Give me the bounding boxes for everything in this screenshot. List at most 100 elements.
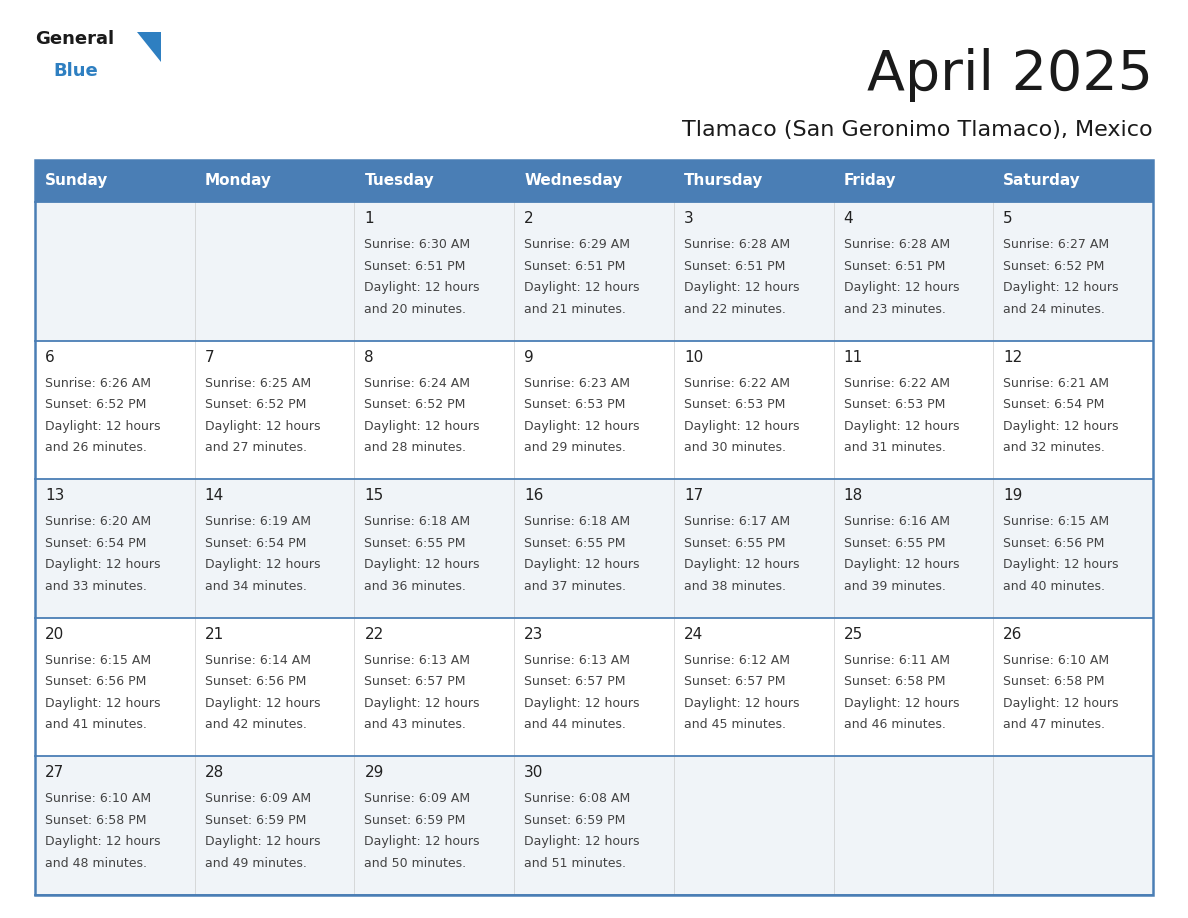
Text: Sunrise: 6:29 AM: Sunrise: 6:29 AM [524,238,630,251]
Text: Daylight: 12 hours: Daylight: 12 hours [45,835,160,848]
Text: and 50 minutes.: and 50 minutes. [365,856,467,870]
Text: Daylight: 12 hours: Daylight: 12 hours [684,697,800,710]
Text: Daylight: 12 hours: Daylight: 12 hours [204,835,321,848]
Text: and 33 minutes.: and 33 minutes. [45,579,147,593]
Text: and 26 minutes.: and 26 minutes. [45,442,147,454]
Text: and 48 minutes.: and 48 minutes. [45,856,147,870]
Text: 15: 15 [365,488,384,503]
Text: and 29 minutes.: and 29 minutes. [524,442,626,454]
Text: 4: 4 [843,211,853,226]
Text: and 38 minutes.: and 38 minutes. [684,579,785,593]
Text: Sunrise: 6:24 AM: Sunrise: 6:24 AM [365,376,470,389]
Text: and 27 minutes.: and 27 minutes. [204,442,307,454]
Text: Sunrise: 6:23 AM: Sunrise: 6:23 AM [524,376,630,389]
Text: Monday: Monday [204,174,272,188]
Text: and 31 minutes.: and 31 minutes. [843,442,946,454]
Text: Sunset: 6:56 PM: Sunset: 6:56 PM [204,676,307,688]
Text: Sunset: 6:57 PM: Sunset: 6:57 PM [365,676,466,688]
Text: Sunset: 6:56 PM: Sunset: 6:56 PM [45,676,146,688]
Text: April 2025: April 2025 [867,48,1154,102]
Text: Sunrise: 6:16 AM: Sunrise: 6:16 AM [843,515,949,528]
Text: Daylight: 12 hours: Daylight: 12 hours [45,697,160,710]
Text: Sunset: 6:54 PM: Sunset: 6:54 PM [204,537,307,550]
Text: Thursday: Thursday [684,174,763,188]
Text: Sunrise: 6:09 AM: Sunrise: 6:09 AM [204,792,311,805]
Polygon shape [137,32,162,62]
Text: Sunset: 6:54 PM: Sunset: 6:54 PM [45,537,146,550]
Text: Sunrise: 6:26 AM: Sunrise: 6:26 AM [45,376,151,389]
Text: Sunrise: 6:22 AM: Sunrise: 6:22 AM [684,376,790,389]
Text: Sunset: 6:55 PM: Sunset: 6:55 PM [843,537,946,550]
Text: Daylight: 12 hours: Daylight: 12 hours [45,420,160,432]
Text: Sunrise: 6:20 AM: Sunrise: 6:20 AM [45,515,151,528]
Text: Sunrise: 6:19 AM: Sunrise: 6:19 AM [204,515,311,528]
Text: and 42 minutes.: and 42 minutes. [204,718,307,732]
Text: Tuesday: Tuesday [365,174,434,188]
Text: 3: 3 [684,211,694,226]
Text: Sunrise: 6:10 AM: Sunrise: 6:10 AM [1004,654,1110,666]
Text: and 45 minutes.: and 45 minutes. [684,718,785,732]
Text: Daylight: 12 hours: Daylight: 12 hours [684,281,800,294]
Text: Sunset: 6:55 PM: Sunset: 6:55 PM [684,537,785,550]
Text: Sunset: 6:59 PM: Sunset: 6:59 PM [365,814,466,827]
Text: Daylight: 12 hours: Daylight: 12 hours [524,281,639,294]
Text: Sunset: 6:52 PM: Sunset: 6:52 PM [204,398,307,411]
Text: Sunrise: 6:15 AM: Sunrise: 6:15 AM [1004,515,1110,528]
Text: Sunrise: 6:17 AM: Sunrise: 6:17 AM [684,515,790,528]
Text: Sunrise: 6:10 AM: Sunrise: 6:10 AM [45,792,151,805]
Text: Daylight: 12 hours: Daylight: 12 hours [365,281,480,294]
Bar [34,756,1154,895]
Text: Sunset: 6:53 PM: Sunset: 6:53 PM [684,398,785,411]
Text: Daylight: 12 hours: Daylight: 12 hours [1004,697,1119,710]
Text: Sunrise: 6:22 AM: Sunrise: 6:22 AM [843,376,949,389]
Text: Sunset: 6:57 PM: Sunset: 6:57 PM [684,676,785,688]
Text: and 39 minutes.: and 39 minutes. [843,579,946,593]
Bar [34,341,1154,479]
Text: Sunrise: 6:27 AM: Sunrise: 6:27 AM [1004,238,1110,251]
Text: Daylight: 12 hours: Daylight: 12 hours [365,835,480,848]
Text: and 28 minutes.: and 28 minutes. [365,442,467,454]
Text: 28: 28 [204,766,225,780]
Text: Sunset: 6:52 PM: Sunset: 6:52 PM [365,398,466,411]
Text: Sunrise: 6:25 AM: Sunrise: 6:25 AM [204,376,311,389]
Text: Sunrise: 6:15 AM: Sunrise: 6:15 AM [45,654,151,666]
Text: Wednesday: Wednesday [524,174,623,188]
Text: Sunset: 6:55 PM: Sunset: 6:55 PM [524,537,626,550]
Text: 17: 17 [684,488,703,503]
Text: Daylight: 12 hours: Daylight: 12 hours [843,558,959,571]
Text: 20: 20 [45,627,64,642]
Text: Sunset: 6:51 PM: Sunset: 6:51 PM [524,260,626,273]
Text: 25: 25 [843,627,862,642]
Text: and 32 minutes.: and 32 minutes. [1004,442,1105,454]
Text: and 44 minutes.: and 44 minutes. [524,718,626,732]
Text: 11: 11 [843,350,862,364]
Text: 24: 24 [684,627,703,642]
Text: Sunset: 6:52 PM: Sunset: 6:52 PM [45,398,146,411]
Text: and 30 minutes.: and 30 minutes. [684,442,785,454]
Text: Sunset: 6:51 PM: Sunset: 6:51 PM [365,260,466,273]
Text: Daylight: 12 hours: Daylight: 12 hours [204,697,321,710]
Text: 6: 6 [45,350,55,364]
Text: Sunset: 6:56 PM: Sunset: 6:56 PM [1004,537,1105,550]
Text: and 22 minutes.: and 22 minutes. [684,303,785,316]
Text: Daylight: 12 hours: Daylight: 12 hours [843,281,959,294]
Text: 29: 29 [365,766,384,780]
Text: Daylight: 12 hours: Daylight: 12 hours [1004,558,1119,571]
Text: Daylight: 12 hours: Daylight: 12 hours [365,697,480,710]
Text: and 41 minutes.: and 41 minutes. [45,718,147,732]
Text: Sunrise: 6:30 AM: Sunrise: 6:30 AM [365,238,470,251]
Text: Daylight: 12 hours: Daylight: 12 hours [843,420,959,432]
Text: 8: 8 [365,350,374,364]
Text: Daylight: 12 hours: Daylight: 12 hours [1004,420,1119,432]
Text: Daylight: 12 hours: Daylight: 12 hours [524,558,639,571]
Text: Sunrise: 6:12 AM: Sunrise: 6:12 AM [684,654,790,666]
Text: Sunset: 6:58 PM: Sunset: 6:58 PM [1004,676,1105,688]
Text: 30: 30 [524,766,544,780]
Text: and 40 minutes.: and 40 minutes. [1004,579,1105,593]
Text: 23: 23 [524,627,544,642]
Text: and 46 minutes.: and 46 minutes. [843,718,946,732]
Bar [34,618,1154,756]
Text: Sunset: 6:59 PM: Sunset: 6:59 PM [524,814,626,827]
Text: Sunset: 6:59 PM: Sunset: 6:59 PM [204,814,307,827]
Text: Daylight: 12 hours: Daylight: 12 hours [45,558,160,571]
